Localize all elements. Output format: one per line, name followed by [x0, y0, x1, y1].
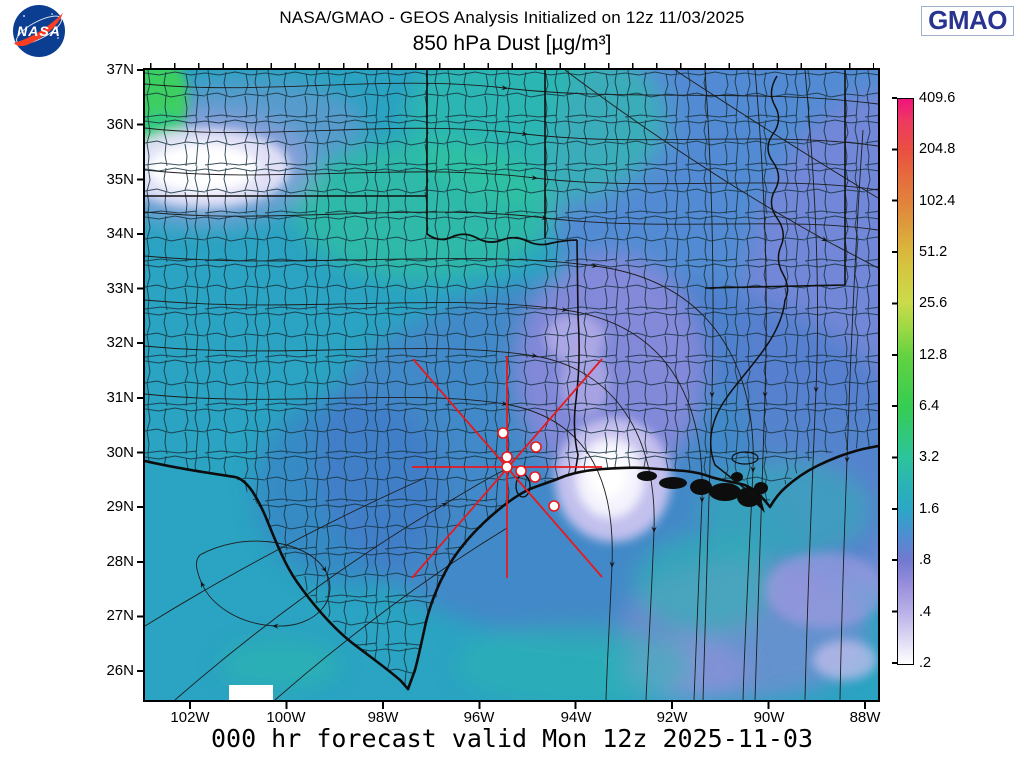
lon-label-100w: 100W: [266, 709, 306, 726]
colorbar-label-1.6: 1.6: [919, 501, 940, 517]
longitude-ticks: [189, 701, 869, 709]
lat-label-29n: 29N: [106, 498, 134, 515]
station-markers: [497, 427, 560, 512]
colorbar-label-3.2: 3.2: [919, 449, 940, 465]
lat-label-36n: 36N: [106, 116, 134, 133]
nasa-logo: NASA: [13, 5, 65, 57]
rivers-and-state-borders: [145, 70, 846, 499]
lat-label-27n: 27N: [106, 607, 134, 624]
lat-label-37n: 37N: [106, 61, 134, 78]
lon-label-98w: 98W: [367, 709, 399, 726]
colorbar-ticks: [892, 97, 897, 667]
lon-label-90w: 90W: [753, 709, 785, 726]
lon-label-102w: 102W: [170, 709, 210, 726]
lon-label-96w: 96W: [463, 709, 495, 726]
plot-title: 850 hPa Dust [µg/m³]: [412, 32, 612, 55]
marsh-blobs: [637, 471, 768, 513]
colorbar-label-204.8: 204.8: [919, 141, 956, 157]
lat-label-32n: 32N: [106, 334, 134, 351]
lat-label-33n: 33N: [106, 280, 134, 297]
colorbar-label-6.4: 6.4: [919, 398, 940, 414]
nasa-logo-swoosh: [14, 13, 63, 47]
colorbar-label-102.4: 102.4: [919, 193, 956, 209]
lat-label-31n: 31N: [106, 389, 134, 406]
lon-label-92w: 92W: [656, 709, 688, 726]
colorbar-label-0.8: .8: [919, 552, 932, 568]
nasa-logo-orbit: [16, 15, 62, 45]
gmao-logo: GMAO: [921, 6, 1014, 36]
colorbar-label-409.6: 409.6: [919, 90, 956, 106]
forecast-valid-label: 000 hr forecast valid Mon 12z 2025-11-03: [210, 724, 814, 753]
map-plot-area: [143, 68, 880, 702]
colorbar-label-51.2: 51.2: [919, 244, 948, 260]
lat-label-30n: 30N: [106, 444, 134, 461]
lat-label-35n: 35N: [106, 171, 134, 188]
colorbar-label-0.4: .4: [919, 604, 932, 620]
analysis-title: NASA/GMAO - GEOS Analysis Initialized on…: [279, 8, 745, 27]
colorbar-label-25.6: 25.6: [919, 295, 948, 311]
nasa-logo-text: NASA: [17, 23, 61, 39]
lat-label-26n: 26N: [106, 662, 134, 679]
latitude-ticks: [137, 69, 145, 675]
lon-label-94w: 94W: [560, 709, 592, 726]
lat-label-34n: 34N: [106, 225, 134, 242]
lat-label-28n: 28N: [106, 553, 134, 570]
lake-pontchartrain: [731, 451, 759, 465]
wind-streamlines: [145, 70, 878, 700]
dust-analysis-map: [145, 70, 878, 700]
lon-label-88w: 88W: [849, 709, 881, 726]
colorbar: [897, 98, 914, 665]
colorbar-label-0.2: .2: [919, 655, 932, 671]
colorbar-label-12.8: 12.8: [919, 347, 948, 363]
top-minor-ticks: [150, 63, 874, 70]
missing-data-patch: [229, 685, 273, 700]
